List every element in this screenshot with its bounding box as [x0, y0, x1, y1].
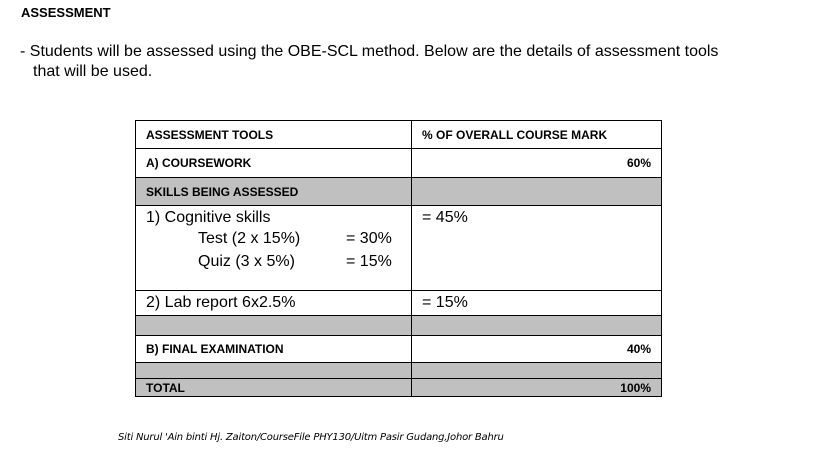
cell: SKILLS BEING ASSESSED	[135, 177, 412, 206]
header-row: ASSESSMENT TOOLS % OF OVERALL COURSE MAR…	[135, 120, 662, 149]
cell: = 15%	[411, 290, 662, 316]
row	[135, 315, 662, 336]
sub-label: Quiz (3 x 5%)	[198, 253, 295, 270]
cell-text: 1) Cognitive skills	[146, 209, 271, 226]
cell	[135, 315, 412, 336]
cell: 100%	[411, 378, 662, 397]
cell	[135, 362, 412, 379]
cell: 60%	[411, 148, 662, 178]
intro-line: that will be used.	[33, 63, 153, 80]
sub-value: = 15%	[346, 253, 392, 270]
column-header: % OF OVERALL COURSE MARK	[411, 120, 662, 149]
cell: 2) Lab report 6x2.5%	[135, 290, 412, 316]
intro-line: - Students will be assessed using the OB…	[20, 43, 719, 60]
cell: 40%	[411, 335, 662, 363]
intro: - Students will be assessed using the OB…	[20, 42, 718, 82]
sub-item: Test (2 x 15%) = 30%	[146, 227, 401, 251]
cell: A) COURSEWORK	[135, 148, 412, 178]
row: SKILLS BEING ASSESSED	[135, 177, 662, 206]
row: TOTAL 100%	[135, 378, 662, 397]
assessment-table: ASSESSMENT TOOLS % OF OVERALL COURSE MAR…	[135, 120, 662, 397]
row: A) COURSEWORK 60%	[135, 148, 662, 178]
cell: 1) Cognitive skills Test (2 x 15%) = 30% …	[135, 205, 412, 291]
sub-value: = 30%	[346, 230, 392, 247]
row: B) FINAL EXAMINATION 40%	[135, 335, 662, 363]
sub-label: Test (2 x 15%)	[198, 230, 301, 247]
cell	[411, 177, 662, 206]
row: 1) Cognitive skills Test (2 x 15%) = 30% …	[135, 205, 662, 291]
column-header: ASSESSMENT TOOLS	[135, 120, 412, 149]
row	[135, 362, 662, 379]
cell	[411, 362, 662, 379]
cell	[411, 315, 662, 336]
title: ASSESSMENT	[21, 5, 111, 20]
sub-item: Quiz (3 x 5%) = 15%	[146, 251, 401, 273]
cell: = 45%	[411, 205, 662, 291]
footer: Siti Nurul 'Ain binti Hj. Zaiton/CourseF…	[118, 432, 504, 443]
cell: B) FINAL EXAMINATION	[135, 335, 412, 363]
cell: TOTAL	[135, 378, 412, 397]
row: 2) Lab report 6x2.5% = 15%	[135, 290, 662, 316]
